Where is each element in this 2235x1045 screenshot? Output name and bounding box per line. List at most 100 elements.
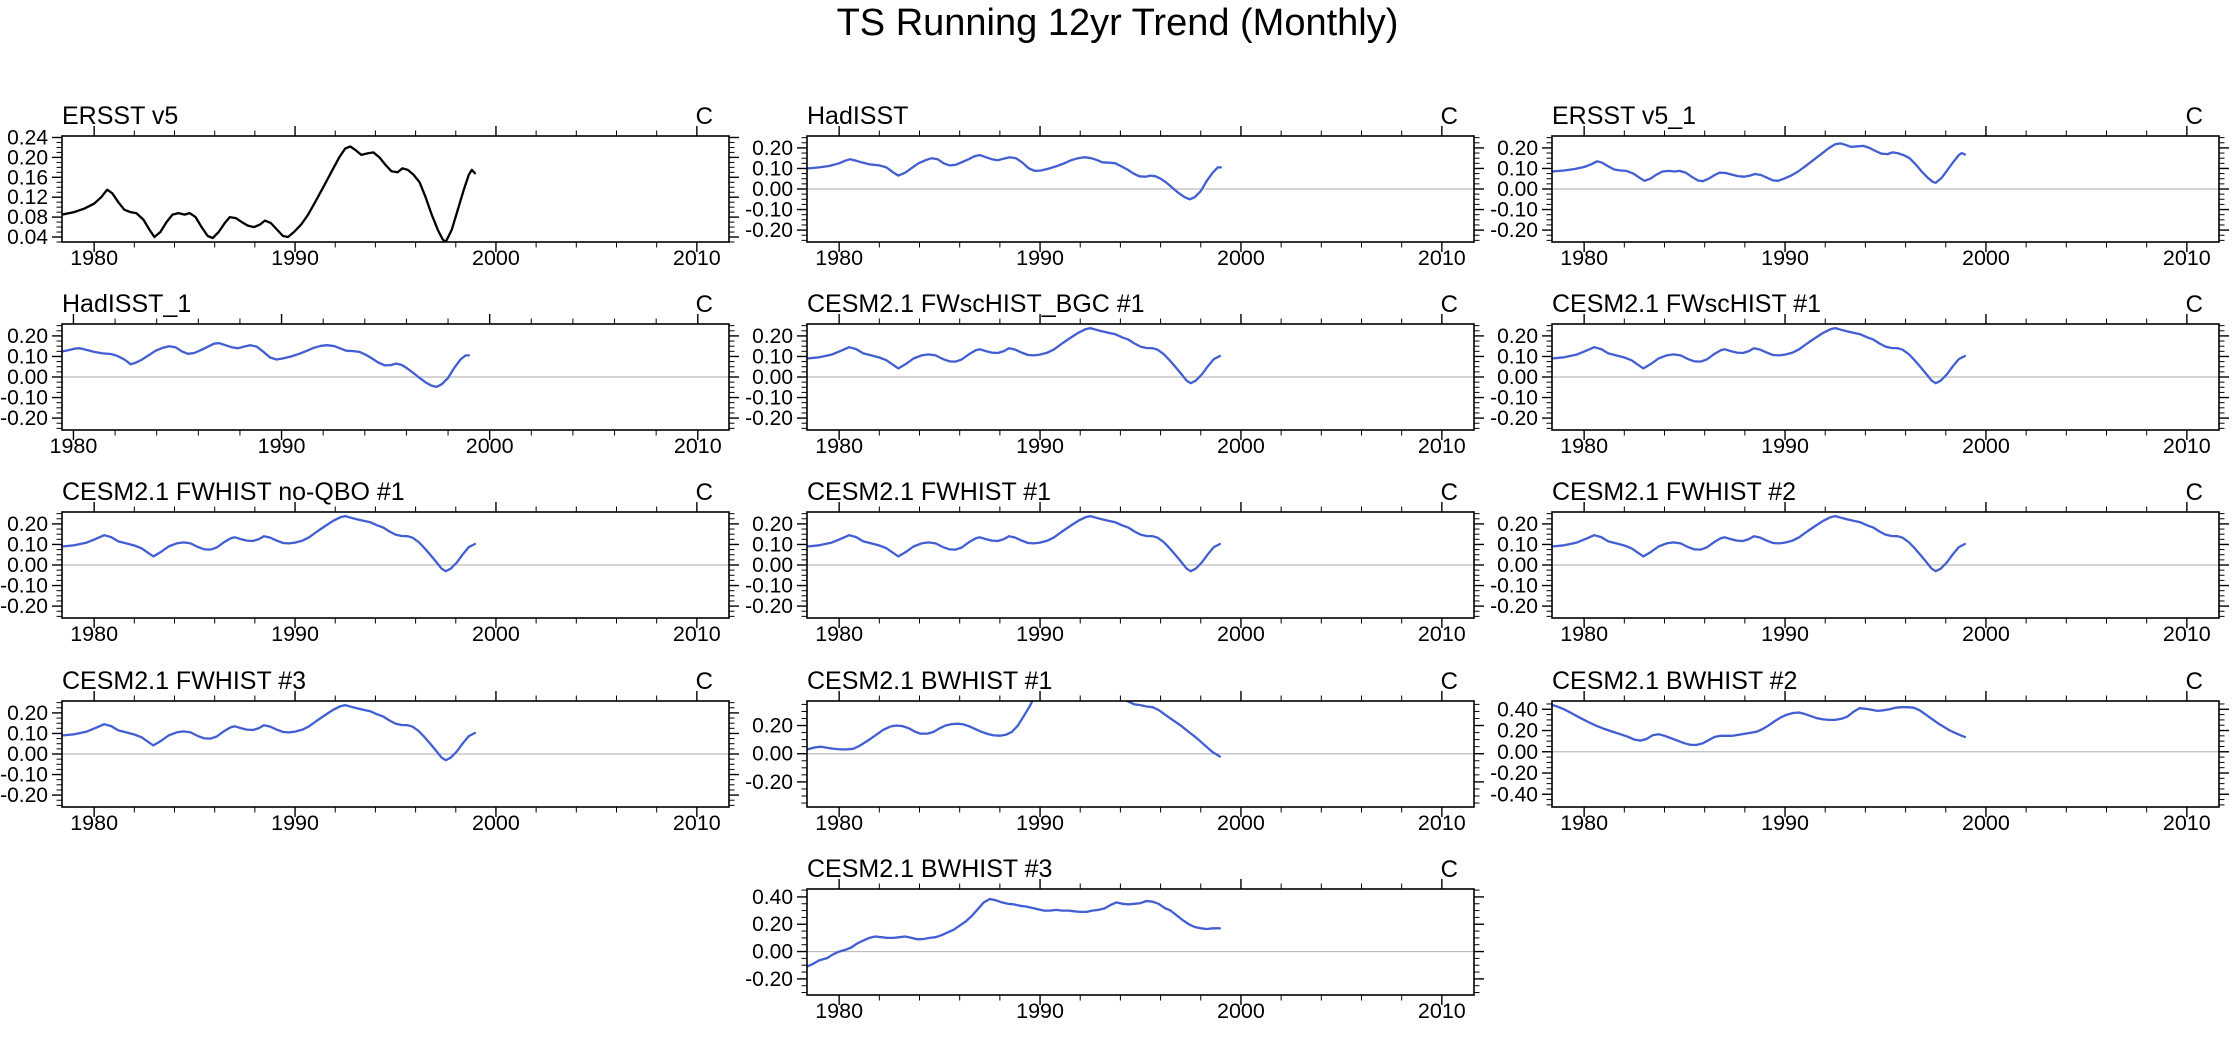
x-axis-tick-label: 1990 [271,811,319,832]
axis-ticks [1542,691,2229,817]
chart-panel-hadisst-1: -0.20 -0.10 0.00 0.10 0.20 1980 1990 2000 2010 Ha… [0,266,745,458]
chart-svg: -0.20 0.00 0.20 1980 1990 2000 2010 CESM2.1 BWH… [745,667,1484,835]
y-axis-tick-label: -0.10 [0,387,48,410]
chart-svg: -0.20-0.100.000.100.20 1980 1990 2000 2010 CE… [0,478,739,646]
y-axis-tick-label: 0.10 [752,345,793,368]
y-axis-tick-label: -0.20 [0,407,48,430]
x-axis-tick-label: 1990 [1016,246,1064,267]
x-axis-tick-label: 1980 [70,246,118,267]
y-axis-tick-label: -0.20 [1490,219,1538,242]
axis-ticks [52,126,739,252]
axis-ticks [52,502,739,628]
trend-line-series [62,514,477,573]
y-axis-tick-label: 0.20 [7,702,48,725]
x-axis-tick-label: 2010 [674,434,722,455]
trend-line-series [807,701,1222,758]
x-axis-tick-label: 2000 [1217,622,1265,643]
y-axis-tick-label: 0.10 [7,345,48,368]
x-axis-tick-label: 1990 [258,434,306,455]
y-axis-tick-label: -0.20 [1490,595,1538,618]
units-label: C [2186,479,2203,506]
trend-line-series [1552,703,1967,747]
y-axis-tick-label: 0.20 [1497,513,1538,536]
x-axis-tick-label: 1990 [1016,622,1064,643]
y-axis-tick-label: -0.20 [0,784,48,807]
panel-title: CESM2.1 FWHIST #1 [807,478,1051,506]
y-axis-tick-label: -0.10 [1490,387,1538,410]
y-axis-tick-label: 0.00 [1497,178,1538,201]
x-axis-tick-label: 2010 [1418,811,1466,832]
x-axis-tick-label: 1990 [1761,246,1809,267]
y-axis-tick-label: 0.00 [752,366,793,389]
x-axis-tick-label: 1980 [50,434,98,455]
y-axis-tick-label: 0.00 [1497,741,1538,764]
panel-title: ERSST v5_1 [1552,102,1696,130]
x-axis-tick-label: 1990 [1761,811,1809,832]
y-axis-tick-label: 0.00 [1497,554,1538,577]
chart-svg: -0.40-0.200.000.200.40 1980 1990 2000 2010 CE… [1490,667,2229,835]
y-axis-tick-label: 0.08 [7,206,48,229]
x-axis-tick-label: 1990 [1761,622,1809,643]
panel-title: CESM2.1 BWHIST #3 [807,855,1052,883]
y-axis-tick-label: 0.10 [1497,157,1538,180]
y-axis-tick-label: 0.20 [752,137,793,160]
y-axis-tick-label: -0.20 [745,407,793,430]
chart-svg: -0.20-0.100.000.100.20 1980 1990 2000 2010 CE… [745,290,1484,458]
x-axis-tick-label: 1980 [815,246,863,267]
y-axis-tick-label: 0.10 [1497,345,1538,368]
axis-ticks [797,126,1484,252]
trend-line-series [1552,142,1967,184]
y-axis-tick-label: -0.10 [1490,575,1538,598]
chart-svg: -0.20-0.100.000.100.20 1980 1990 2000 2010 ER… [1490,102,2229,270]
x-axis-tick-label: 2010 [673,622,721,643]
page-title: TS Running 12yr Trend (Monthly) [836,2,1399,44]
chart-svg: -0.20-0.100.000.100.20 1980 1990 2000 2010 Ha… [0,290,739,458]
y-axis-tick-label: 0.24 [7,126,48,149]
panel-title: HadISST_1 [62,290,191,318]
x-axis-tick-label: 1980 [1560,622,1608,643]
chart-svg: -0.20 0.00 0.20 0.40 1980 1990 2000 2010 CESM2.1… [745,855,1484,1023]
chart-panel-cesm2-1-fwhist-3: -0.20 -0.10 0.00 0.10 0.20 1980 1990 2000 2010 CE… [0,643,745,835]
y-axis-tick-label: -0.10 [745,199,793,222]
panel-title: CESM2.1 FWHIST #2 [1552,478,1796,506]
axis-ticks [52,314,739,440]
y-axis-tick-label: 0.12 [7,186,48,209]
x-axis-tick-label: 1980 [815,622,863,643]
y-axis-tick-label: 0.20 [752,513,793,536]
y-axis-tick-label: -0.10 [745,575,793,598]
y-axis-tick-label: 0.20 [1497,325,1538,348]
x-axis-tick-label: 2010 [1418,434,1466,455]
y-axis-tick-label: 0.20 [1497,720,1538,743]
plot-frame [61,135,730,243]
trend-line-series [807,326,1222,385]
x-axis-tick-label: 1990 [1016,999,1064,1020]
y-axis-tick-label: 0.00 [1497,366,1538,389]
x-axis-tick-label: 2000 [472,246,520,267]
units-label: C [696,103,713,130]
trend-line-series [1552,514,1967,573]
x-axis-tick-label: 2010 [2163,246,2211,267]
y-axis-tick-label: 0.00 [752,743,793,766]
x-axis-tick-label: 1990 [1016,811,1064,832]
x-axis-tick-label: 1980 [70,622,118,643]
y-axis-tick-label: -0.20 [1490,407,1538,430]
y-axis-tick-label: 0.10 [752,533,793,556]
axis-ticks [797,502,1484,628]
chart-panel-cesm2-1-bwhist-3: -0.20 0.00 0.20 0.40 1980 1990 2000 2010 CESM2.1… [745,831,1490,1023]
axis-ticks [1542,502,2229,628]
y-axis-tick-label: 0.00 [752,554,793,577]
units-label: C [2186,291,2203,318]
x-axis-tick-label: 1980 [815,999,863,1020]
trend-line-series [807,153,1223,201]
x-axis-tick-label: 2000 [472,811,520,832]
x-axis-tick-label: 2010 [673,246,721,267]
y-axis-tick-label: -0.20 [745,219,793,242]
units-label: C [2186,103,2203,130]
y-axis-tick-label: 0.20 [7,513,48,536]
panel-title: CESM2.1 FWHIST #3 [62,667,306,695]
y-axis-tick-label: 0.20 [7,146,48,169]
units-label: C [696,668,713,695]
x-axis-tick-label: 2010 [1418,622,1466,643]
x-axis-tick-label: 2000 [1962,811,2010,832]
